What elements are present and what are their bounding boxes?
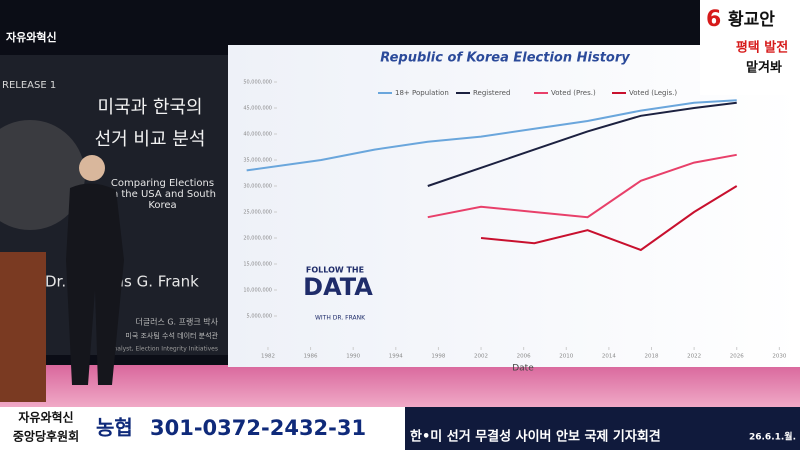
series-line [427,101,737,187]
slogan: 맡겨봐 [746,60,782,76]
legend-label: Registered [473,89,510,97]
chart-title: Republic of Korea Election History [380,51,630,66]
watermark: FOLLOW THE [306,266,364,275]
x-tick-label: 2006 [517,354,531,360]
book-footer: Analyst, Election Integrity Initiatives [109,346,218,353]
channel-logo: 자유와혁신 [6,30,57,44]
book-author-desc: 미국 조사팀 수석 데이터 분석관 [125,331,218,340]
series-line [480,185,738,252]
x-tick-label: 1990 [346,354,360,360]
candidate-name: 황교안 [728,10,775,30]
speaker-body [66,183,124,385]
bank: 농협 [96,416,133,440]
x-tick-label: 2018 [645,354,659,360]
x-tick-label: 2026 [730,354,744,360]
book-author-ko: 더글러스 G. 프랭크 박사 [135,317,218,327]
y-tick-label: 5,000,000 [247,314,272,320]
x-tick-label: 1998 [431,354,445,360]
legend-label: Voted (Pres.) [551,89,596,97]
x-tick-label: 2014 [602,354,616,360]
x-tick-label: 1982 [261,354,275,360]
watermark: DATA [303,273,373,301]
x-tick-label: 2002 [474,354,488,360]
candidate-number: 6 [706,7,721,32]
portrait [0,120,85,230]
y-tick-label: 20,000,000 [243,236,272,242]
book-release: RELEASE 1 [2,80,56,91]
x-axis-label: Date [512,364,534,374]
legend-label: 18+ Population [395,89,449,97]
y-tick-label: 10,000,000 [243,288,272,294]
event-date: 26.6.1.월. [749,431,796,443]
sponsor-bar [0,407,405,450]
book-subtitle: Comparing Elections in the USA and South… [109,178,216,211]
y-tick-label: 15,000,000 [243,262,272,268]
x-tick-label: 1986 [304,354,318,360]
account: 301-0372-2432-31 [150,416,366,440]
podium [0,252,46,402]
y-tick-label: 40,000,000 [243,132,272,138]
y-tick-label: 30,000,000 [243,184,272,190]
stage-floor [0,365,800,407]
plot: 5,000,000 10,000,000 15,000,000 20,000,000 2… [243,80,786,360]
y-tick-label: 25,000,000 [243,210,272,216]
book-subtitle-box: Comparing Elections in the USA and South… [109,178,216,211]
book-title: 선거 비교 분석 [95,129,206,150]
event-title: 한•미 선거 무결성 사이버 안보 국제 기자회견 [410,429,661,445]
y-tick-label: 50,000,000 [243,80,272,86]
sponsor: 자유와혁신 [18,410,73,425]
sponsor: 중앙당후원회 [13,429,79,444]
y-tick-label: 45,000,000 [243,106,272,112]
x-tick-label: 2030 [772,354,786,360]
x-tick-label: 2010 [559,354,573,360]
speaker-head [79,155,105,181]
book-title: 미국과 한국의 [97,97,202,118]
legend-label: Voted (Legis.) [629,89,677,97]
series-line [246,99,737,172]
x-tick-label: 1994 [389,354,403,360]
candidate-badge [700,0,800,95]
event-bar [405,407,800,450]
y-tick-label: 35,000,000 [243,158,272,164]
series-line [427,153,737,219]
slogan: 평택 발전 [736,40,788,56]
x-tick-label: 2022 [687,354,701,360]
watermark: WITH DR. FRANK [315,315,366,322]
